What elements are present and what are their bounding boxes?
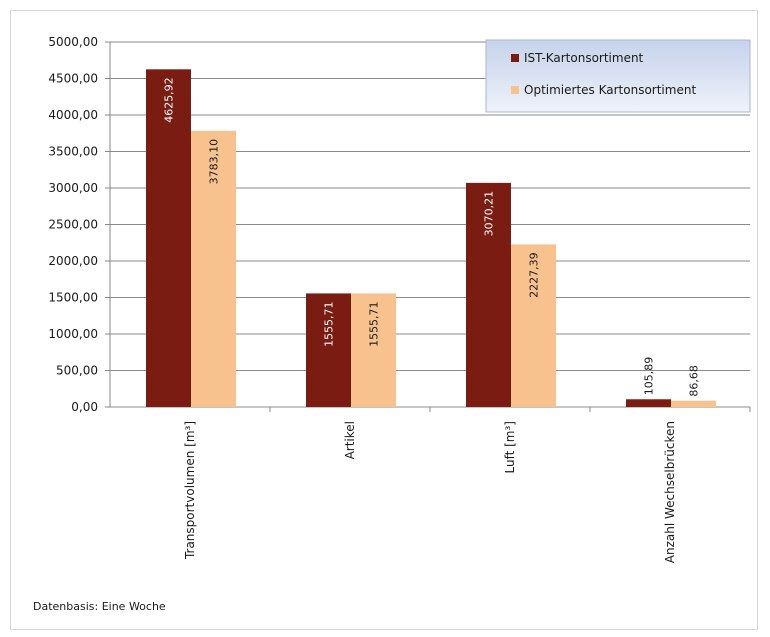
y-tick-label: 3500,00	[48, 145, 98, 159]
bar-1-0	[191, 130, 236, 408]
bar-value-label: 3070,21	[483, 191, 496, 237]
y-tick-label: 0,00	[71, 400, 98, 414]
bar-1-2	[511, 244, 556, 407]
y-tick-label: 4500,00	[48, 72, 98, 86]
x-category-label: Anzahl Wechselbrücken	[663, 421, 677, 563]
y-tick-label: 1500,00	[48, 291, 98, 305]
bar-value-label: 1555,71	[368, 301, 381, 347]
legend-box	[485, 39, 751, 113]
bar-value-label: 4625,92	[163, 77, 176, 123]
legend-swatch	[511, 86, 519, 94]
bar-value-label: 3783,10	[208, 139, 221, 185]
bar-0-2	[466, 182, 511, 407]
y-tick-label: 3000,00	[48, 181, 98, 195]
x-category-label: Transportvolumen [m³]	[183, 421, 197, 560]
bar-1-1	[351, 293, 396, 407]
bar-value-label: 2227,39	[528, 252, 541, 297]
bar-0-3	[626, 399, 671, 407]
legend-label: Optimiertes Kartonsortiment	[524, 83, 696, 97]
y-tick-label: 2500,00	[48, 218, 98, 232]
y-tick-label: 5000,00	[48, 35, 98, 49]
bar-value-label: 1555,71	[323, 301, 336, 347]
bar-0-0	[146, 69, 191, 408]
y-tick-label: 1000,00	[48, 327, 98, 341]
bar-value-label: 105,89	[643, 357, 656, 396]
bar-value-label: 86,68	[688, 365, 701, 397]
legend-swatch	[511, 54, 519, 62]
footnote: Datenbasis: Eine Woche	[33, 600, 166, 613]
y-tick-label: 4000,00	[48, 108, 98, 122]
bar-0-1	[306, 293, 351, 407]
x-category-label: Artikel	[343, 421, 357, 459]
x-category-label: Luft [m³]	[503, 421, 517, 473]
y-tick-label: 500,00	[56, 364, 98, 378]
y-tick-label: 2000,00	[48, 254, 98, 268]
bar-1-3	[671, 400, 716, 407]
legend-label: IST-Kartonsortiment	[524, 51, 644, 65]
